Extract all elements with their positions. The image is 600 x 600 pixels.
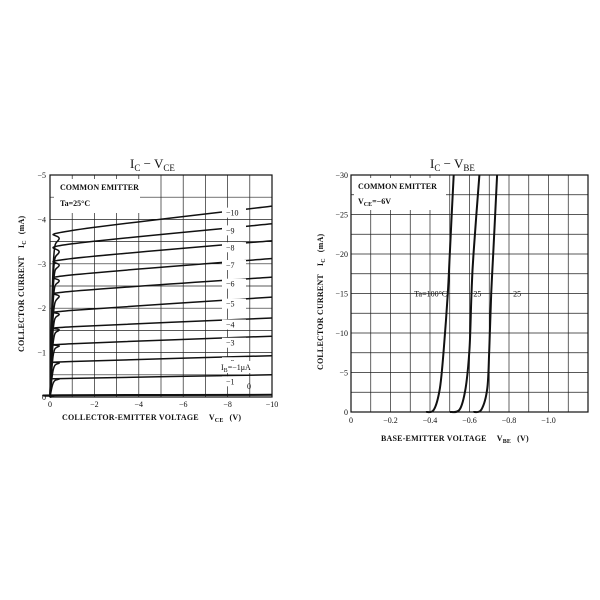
series-curve bbox=[49, 335, 273, 398]
note-common-emitter: COMMON EMITTER bbox=[60, 183, 139, 192]
plot-frame bbox=[350, 174, 589, 413]
y-tick-label: −10 bbox=[335, 329, 348, 338]
grid bbox=[351, 175, 588, 412]
y-tick-label: −3 bbox=[37, 260, 46, 269]
y-tick-label: −2 bbox=[37, 304, 46, 313]
x-tick-label: −2 bbox=[90, 400, 99, 409]
y-tick-label: −15 bbox=[335, 290, 348, 299]
series-label: −25 bbox=[509, 290, 522, 299]
series-label: −9 bbox=[226, 226, 235, 235]
chart-ic-vbe: IC − VBE 0 −5 −10 −15 −20 −25 −30 0 −0.2 −0.4 −0.… bbox=[316, 156, 589, 445]
series-curve bbox=[42, 393, 273, 398]
x-tick-label: −1.0 bbox=[541, 416, 556, 425]
chart-title: IC − VBE bbox=[430, 156, 475, 173]
x-tick-label: 0 bbox=[48, 400, 52, 409]
series-label-bg bbox=[222, 260, 246, 271]
series-label: −3 bbox=[226, 339, 235, 348]
y-tick-label: −5 bbox=[37, 171, 46, 180]
series-curve bbox=[49, 354, 273, 398]
x-tick-label: −4 bbox=[135, 400, 144, 409]
series-label: −5 bbox=[226, 300, 235, 309]
series-label-bg bbox=[222, 242, 246, 253]
series-label-bg bbox=[222, 337, 246, 348]
x-tick-labels: 0 −0.2 −0.4 −0.6 −0.8 −1.0 bbox=[349, 416, 556, 425]
y-tick-label: −4 bbox=[37, 215, 46, 224]
series-curve bbox=[49, 374, 273, 398]
series-label: −7 bbox=[226, 261, 235, 270]
series-curves bbox=[42, 205, 273, 398]
y-tick-label: −1 bbox=[37, 349, 46, 358]
series-label-bg bbox=[222, 319, 246, 330]
series-label: 0 bbox=[247, 382, 251, 391]
y-tick-label: 0 bbox=[42, 393, 46, 402]
x-tick-label: −6 bbox=[179, 400, 188, 409]
x-tick-label: −0.2 bbox=[383, 416, 398, 425]
series-label: Ta=100°C bbox=[414, 290, 447, 299]
y-tick-label: −30 bbox=[335, 171, 348, 180]
chart-ic-vce: IC − VCE 0−1−2−3−4−5 0 −2 −4 −6 −8 −10 COMMON… bbox=[17, 156, 278, 424]
series-label: −1 bbox=[226, 377, 235, 386]
y-tick-label: −25 bbox=[335, 211, 348, 220]
x-tick-label: −0.6 bbox=[462, 416, 477, 425]
series-label: −10 bbox=[226, 209, 239, 218]
param-label: IB=−1μA bbox=[221, 363, 251, 374]
x-axis-title: BASE-EMITTER VOLTAGE VBE (V) bbox=[381, 434, 529, 445]
y-axis-title: COLLECTOR CURRENTIC(mA) bbox=[316, 233, 327, 370]
series-curve bbox=[49, 205, 273, 398]
series-label: −6 bbox=[226, 280, 235, 289]
series-label-bg bbox=[222, 225, 246, 236]
x-tick-label: −0.8 bbox=[502, 416, 517, 425]
series-label-bg bbox=[222, 376, 246, 387]
x-tick-label: −0.4 bbox=[423, 416, 438, 425]
series-labels: Ta=100°C 25 −25 bbox=[414, 290, 521, 299]
x-tick-labels: 0 −2 −4 −6 −8 −10 bbox=[48, 400, 278, 409]
note-temperature: Ta=25°C bbox=[60, 199, 90, 208]
y-tick-label: 0 bbox=[344, 408, 348, 417]
series-curve bbox=[449, 174, 481, 414]
param-label-bg bbox=[218, 361, 268, 373]
note-common-emitter: COMMON EMITTER bbox=[358, 182, 437, 191]
y-tick-label: −20 bbox=[335, 250, 348, 259]
x-tick-label: 0 bbox=[349, 416, 353, 425]
y-tick-labels: 0 −1 −2 −3 −4 −5 bbox=[37, 171, 46, 402]
plot-frame bbox=[49, 174, 273, 398]
series-curves bbox=[425, 174, 499, 414]
series-label-bg bbox=[222, 207, 246, 218]
series-curve bbox=[425, 174, 455, 414]
series-label: −8 bbox=[226, 243, 235, 252]
series-labels: −1−2−3−4−5−6−7−8−9−100 bbox=[222, 207, 251, 391]
x-axis-title: COLLECTOR-EMITTER VOLTAGE VCE (V) bbox=[62, 413, 241, 424]
series-label: 25 bbox=[473, 290, 481, 299]
x-tick-label: −10 bbox=[266, 400, 279, 409]
y-axis-title: COLLECTOR CURRENTIC(mA) bbox=[17, 215, 28, 352]
series-label: −4 bbox=[226, 321, 235, 330]
series-curve bbox=[473, 174, 499, 414]
note-vce: VCE=−6V bbox=[358, 197, 391, 208]
x-tick-label: −8 bbox=[223, 400, 232, 409]
y-tick-label: −5 bbox=[339, 369, 348, 378]
note-box bbox=[354, 178, 446, 210]
chart-title: IC − VCE bbox=[130, 156, 175, 173]
series-label-bg bbox=[222, 278, 246, 289]
y-tick-labels: 0 −5 −10 −15 −20 −25 −30 bbox=[335, 171, 348, 417]
series-label-bg bbox=[222, 298, 246, 309]
note-box bbox=[54, 179, 140, 213]
